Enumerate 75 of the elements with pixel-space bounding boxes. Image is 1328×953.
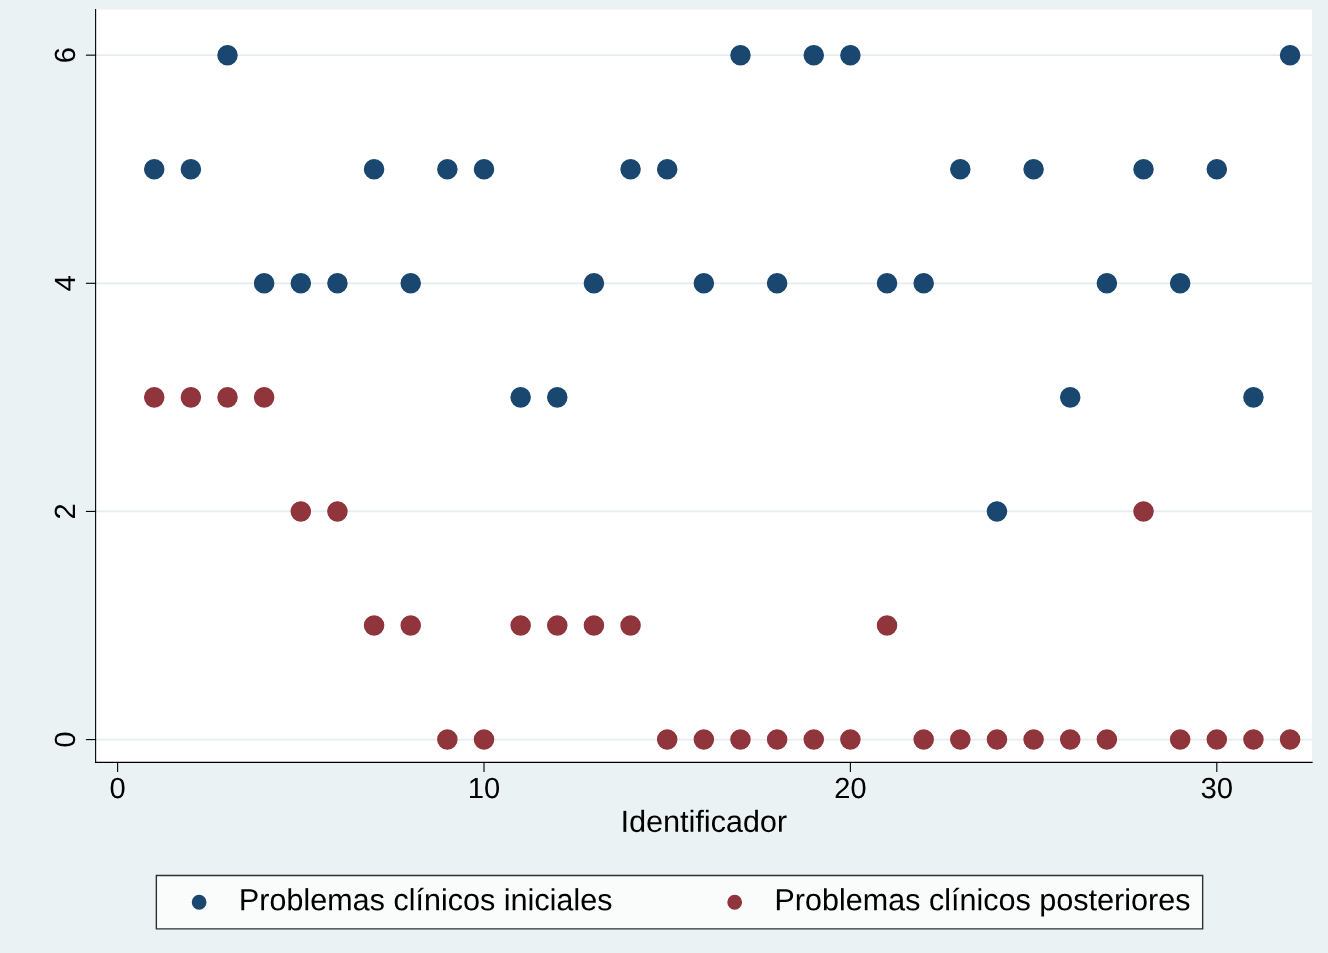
point <box>217 44 238 66</box>
point <box>400 615 421 636</box>
point <box>510 387 531 408</box>
point <box>913 729 934 750</box>
point <box>1169 273 1191 294</box>
point <box>876 273 898 294</box>
point <box>766 273 788 294</box>
point <box>1023 158 1044 180</box>
point <box>1096 729 1118 750</box>
point <box>730 729 751 750</box>
point <box>253 387 275 408</box>
point <box>180 387 202 408</box>
point <box>1169 729 1191 750</box>
point <box>400 273 421 294</box>
x-tick-label: 0 <box>110 777 125 799</box>
point <box>840 729 861 750</box>
point <box>1059 729 1081 750</box>
point <box>327 501 348 522</box>
x-tick-label: 20 <box>835 777 866 799</box>
point <box>253 273 275 294</box>
x-tick-label: 10 <box>470 777 500 799</box>
point <box>327 273 348 294</box>
point <box>473 158 495 180</box>
point <box>876 615 898 636</box>
point <box>583 615 605 636</box>
legend-label: Problemas clínicos posteriores <box>776 887 1190 917</box>
y-tick-label: 4 <box>54 276 75 291</box>
point <box>143 158 165 180</box>
point <box>1059 387 1081 408</box>
point <box>510 615 531 636</box>
legend-label: Problemas clínicos iniciales <box>241 887 612 911</box>
point <box>290 501 312 522</box>
point <box>1096 273 1118 294</box>
point <box>290 273 312 294</box>
point <box>656 158 678 180</box>
point <box>1133 158 1154 180</box>
point <box>656 729 678 750</box>
point <box>547 387 568 408</box>
point <box>1279 44 1301 66</box>
point <box>693 729 715 750</box>
point <box>547 615 568 636</box>
point <box>363 615 385 636</box>
y-tick-label: 2 <box>54 504 75 519</box>
point <box>840 44 861 66</box>
point <box>693 273 715 294</box>
point <box>766 729 788 750</box>
point <box>1206 158 1228 180</box>
point <box>986 729 1008 750</box>
point <box>180 158 202 180</box>
point <box>143 387 165 408</box>
point <box>437 729 458 750</box>
point <box>950 729 971 750</box>
point <box>217 387 238 408</box>
y-tick-label: 6 <box>54 48 76 62</box>
point <box>583 273 605 294</box>
y-tick-label: 0 <box>54 732 76 747</box>
point <box>950 158 971 180</box>
point <box>1243 729 1264 750</box>
point <box>986 501 1008 522</box>
point <box>730 44 751 66</box>
point <box>437 158 458 180</box>
point <box>1023 729 1044 750</box>
point <box>620 615 641 636</box>
point <box>620 158 641 180</box>
point <box>803 44 825 66</box>
point <box>803 729 825 750</box>
point <box>1133 501 1154 522</box>
point <box>473 729 495 750</box>
x-tick-label: 30 <box>1201 777 1232 799</box>
point <box>913 273 934 294</box>
x-axis-title: Identificador <box>623 809 787 833</box>
point <box>363 158 385 180</box>
point <box>1206 729 1228 750</box>
point <box>1279 729 1301 750</box>
point <box>1243 387 1264 408</box>
